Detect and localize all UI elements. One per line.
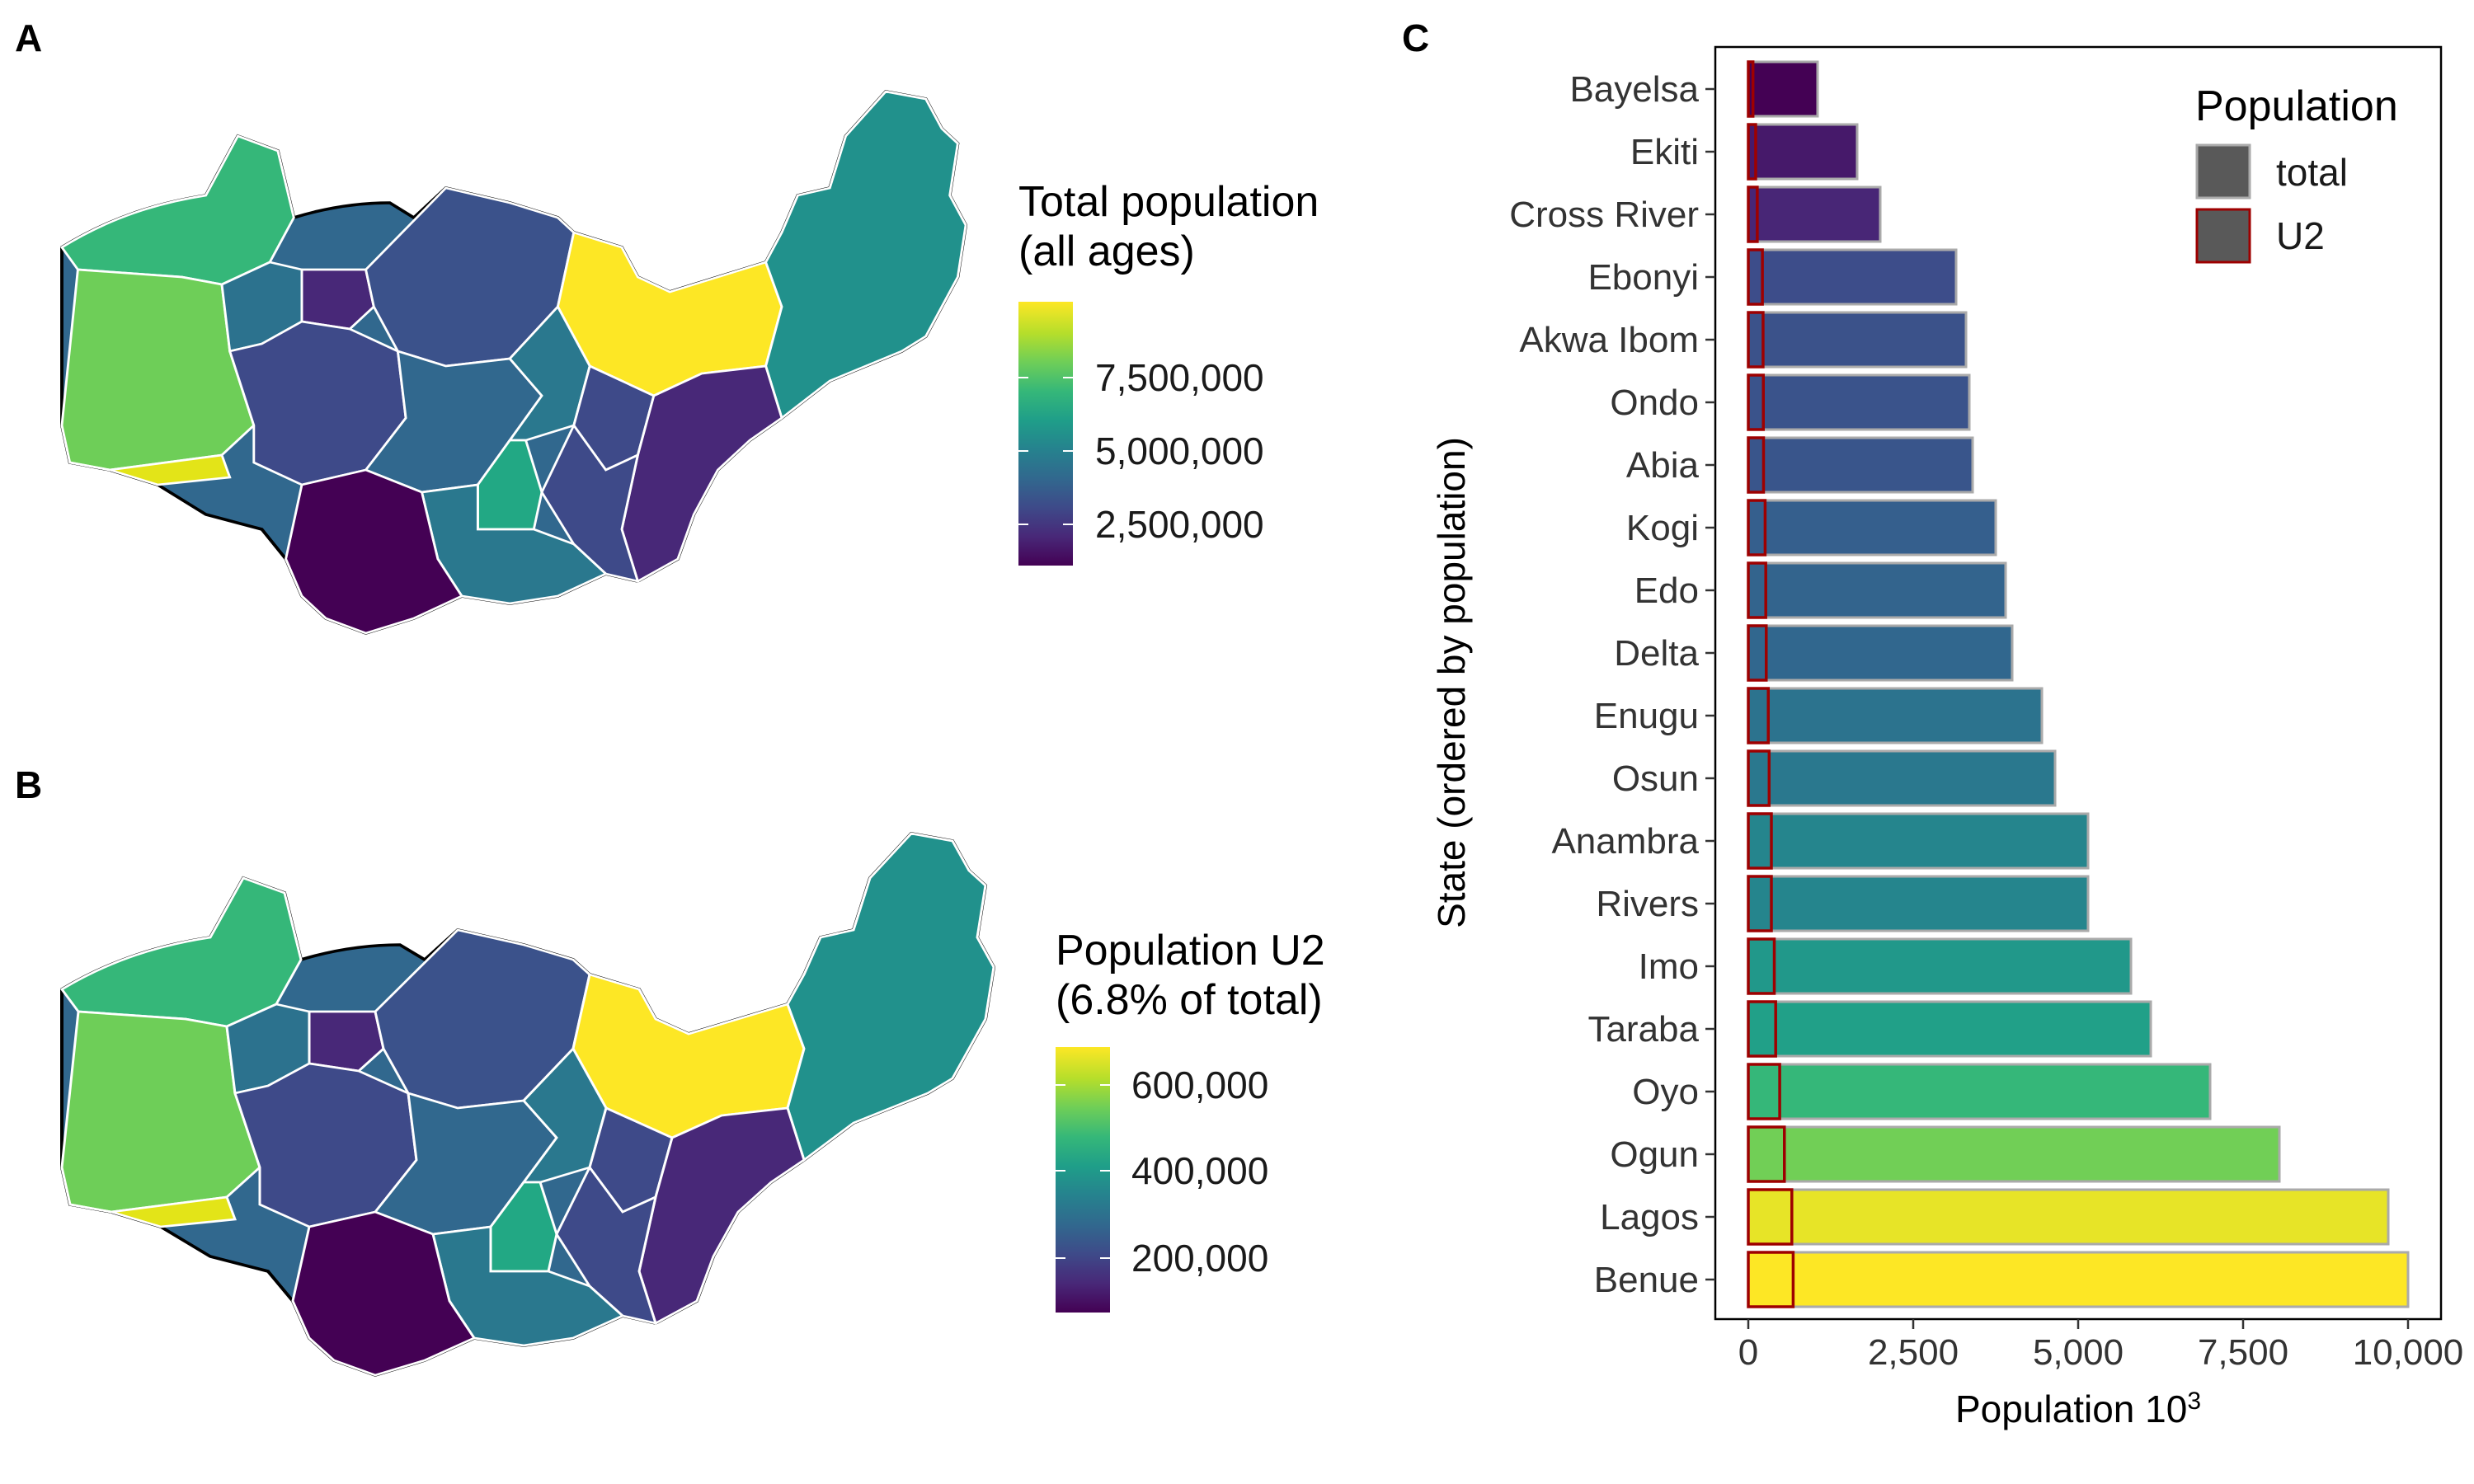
bar-u2-akwa-ibom <box>1747 311 1765 369</box>
bar-u2-anambra <box>1747 812 1773 870</box>
y-tick-label: Oyo <box>1632 1072 1699 1112</box>
bar-total-cross-river <box>1747 186 1882 243</box>
bar-total-bayelsa <box>1747 60 1819 118</box>
choropleth-map-a <box>60 90 968 635</box>
bar-u2-delta <box>1747 624 1768 682</box>
bar-u2-rivers <box>1747 875 1773 932</box>
legend-key-total <box>2195 143 2251 200</box>
panel-label-b: B <box>15 763 42 806</box>
legend-b-colorbar <box>1056 1047 1110 1313</box>
y-tick-label: Kogi <box>1626 508 1699 548</box>
bar-total-anambra <box>1747 812 2090 870</box>
x-axis-title: Population 103 <box>1955 1388 2201 1430</box>
bar-legend-title: Population <box>2195 82 2398 130</box>
x-axis-title-text: Population 10 <box>1955 1388 2187 1430</box>
legend-population-u2: Population U2 (6.8% of total) 600,000 40… <box>1056 927 1325 1313</box>
bar-u2-bayelsa <box>1747 60 1755 118</box>
bar-u2-oyo <box>1747 1063 1781 1120</box>
bar-total-abia <box>1747 436 1974 494</box>
bar-u2-ogun <box>1747 1125 1786 1183</box>
bar-u2-enugu <box>1747 687 1770 744</box>
choropleth-map-b <box>60 832 995 1377</box>
y-tick-label: Ekiti <box>1630 132 1699 172</box>
bar-total-ebonyi <box>1747 248 1958 306</box>
bar-u2-taraba <box>1747 1000 1777 1058</box>
y-tick-label: Akwa Ibom <box>1519 320 1699 360</box>
legend-label-total: total <box>2276 151 2348 194</box>
x-tick-label: 2,500 <box>1868 1332 1959 1373</box>
legend-a-tick: 2,500,000 <box>1095 503 1264 546</box>
y-tick-label: Ebonyi <box>1587 257 1699 298</box>
bar-legend: Population total U2 <box>2195 82 2398 264</box>
y-tick-label: Ondo <box>1610 383 1699 423</box>
bar-total-taraba <box>1747 1000 2152 1058</box>
bar-total-ogun <box>1747 1125 2281 1183</box>
x-tick-label: 10,000 <box>2353 1332 2464 1373</box>
legend-b-title-line2: (6.8% of total) <box>1056 976 1323 1024</box>
bar-u2-ebonyi <box>1747 248 1764 306</box>
bar-total-imo <box>1747 937 2133 995</box>
bar-u2-kogi <box>1747 499 1767 556</box>
y-tick-label: Abia <box>1626 445 1700 486</box>
bar-u2-ondo <box>1747 373 1765 431</box>
bar-chart: Bayelsa Ekiti Cross River Ebonyi Akwa Ibom On… <box>1430 45 2464 1430</box>
y-tick-label: Enugu <box>1594 696 1699 736</box>
y-tick-label: Benue <box>1594 1260 1699 1300</box>
y-tick-label: Taraba <box>1587 1009 1699 1050</box>
x-axis-title-superscript: 3 <box>2187 1388 2201 1415</box>
legend-b-tick: 400,000 <box>1131 1149 1268 1192</box>
bar-u2-benue <box>1747 1251 1795 1308</box>
bar-u2-ekiti <box>1747 123 1757 181</box>
bar-total-ondo <box>1747 373 1971 431</box>
y-tick-label: Osun <box>1612 758 1699 799</box>
bar-total-benue <box>1747 1251 2410 1308</box>
bar-u2-imo <box>1747 937 1776 995</box>
legend-total-population: Total population (all ages) 7,500,000 5,… <box>1018 178 1319 566</box>
bar-u2-osun <box>1747 749 1771 807</box>
y-tick-label: Rivers <box>1596 884 1699 924</box>
y-tick-label: Delta <box>1614 633 1699 674</box>
bar-total-akwa-ibom <box>1747 311 1968 369</box>
panel-label-a: A <box>15 16 42 59</box>
x-tick-label: 0 <box>1738 1332 1758 1373</box>
y-tick-label: Anambra <box>1551 821 1699 862</box>
y-tick-label: Lagos <box>1600 1197 1699 1237</box>
legend-a-title-line2: (all ages) <box>1018 228 1195 275</box>
y-tick-label: Bayelsa <box>1569 69 1699 110</box>
x-tick-label: 7,500 <box>2198 1332 2288 1373</box>
legend-key-u2 <box>2195 208 2251 264</box>
bar-u2-abia <box>1747 436 1766 494</box>
y-tick-label: Edo <box>1634 571 1699 611</box>
bar-total-osun <box>1747 749 2057 807</box>
bar-u2-lagos <box>1747 1188 1794 1246</box>
bar-total-enugu <box>1747 687 2044 744</box>
bar-total-edo <box>1747 561 2007 619</box>
legend-a-tick: 7,500,000 <box>1095 356 1264 399</box>
panel-label-c: C <box>1402 16 1429 59</box>
legend-a-title-line1: Total population <box>1018 178 1319 226</box>
y-tick-label: Imo <box>1639 946 1699 987</box>
bar-u2-cross-river <box>1747 186 1759 243</box>
bar-total-kogi <box>1747 499 1997 556</box>
legend-b-title-line1: Population U2 <box>1056 927 1325 974</box>
legend-label-u2: U2 <box>2276 214 2325 257</box>
legend-a-colorbar <box>1018 302 1073 566</box>
bar-total-rivers <box>1747 875 2090 932</box>
legend-a-tick: 5,000,000 <box>1095 430 1264 472</box>
bar-total-oyo <box>1747 1063 2212 1120</box>
y-tick-label: Ogun <box>1610 1134 1699 1175</box>
bar-total-ekiti <box>1747 123 1859 181</box>
bar-u2-edo <box>1747 561 1767 619</box>
legend-b-tick: 200,000 <box>1131 1237 1268 1280</box>
bar-total-delta <box>1747 624 2014 682</box>
x-tick-label: 5,000 <box>2033 1332 2124 1373</box>
legend-b-tick: 600,000 <box>1131 1064 1268 1106</box>
y-axis-title: State (ordered by population) <box>1430 437 1473 928</box>
y-tick-label: Cross River <box>1509 195 1699 235</box>
bar-total-lagos <box>1747 1188 2390 1246</box>
